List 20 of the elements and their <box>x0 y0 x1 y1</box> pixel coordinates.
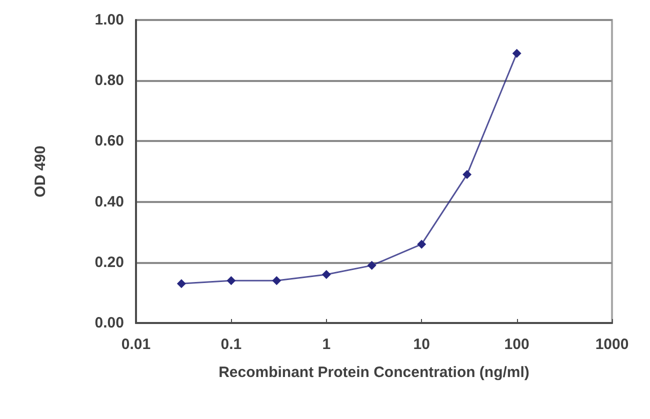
x-tick-label: 1000 <box>595 336 629 353</box>
point <box>367 260 376 270</box>
point <box>272 276 282 286</box>
x-axis-title: Recombinant Protein Concentration (ng/ml) <box>218 364 530 381</box>
x-tick-label: 10 <box>413 336 430 353</box>
point <box>512 48 522 58</box>
x-tick-label: 1 <box>322 336 331 353</box>
y-tick-label: 0.40 <box>94 193 124 210</box>
x-tick-label: 0.1 <box>220 336 242 353</box>
y-tick-label: 1.00 <box>94 12 124 28</box>
x-tick-label: 100 <box>504 336 530 353</box>
x-tick-label: 0.01 <box>121 336 151 353</box>
y-tick-label: 0.00 <box>94 314 124 332</box>
y-axis-title: OD 490 <box>32 146 49 198</box>
y-tick-label: 0.20 <box>94 254 124 271</box>
y-tick-label: 0.80 <box>94 72 124 90</box>
point <box>417 240 426 249</box>
point <box>322 270 331 280</box>
y-tick-label: 0.60 <box>94 132 124 150</box>
point <box>176 279 186 288</box>
